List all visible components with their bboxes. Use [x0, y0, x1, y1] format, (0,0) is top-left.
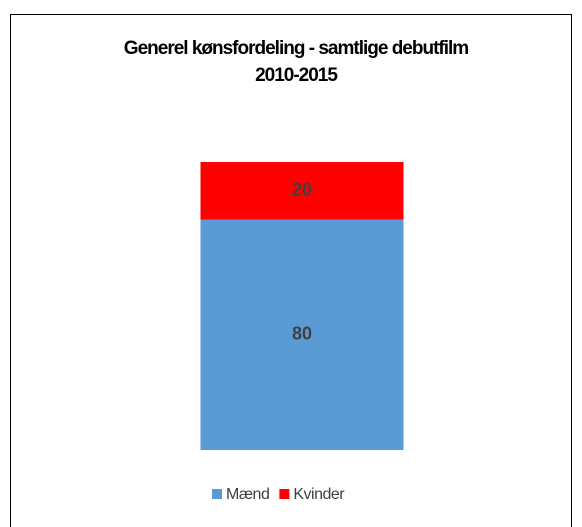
legend-label: Mænd	[226, 486, 269, 503]
data-label: 20	[292, 180, 312, 200]
data-label: 80	[292, 324, 312, 344]
bar-segment	[200, 219, 404, 450]
legend-swatch	[212, 489, 222, 499]
chart-title: 2010-2015	[255, 65, 338, 86]
chart-title: Generel kønsfordeling - samtlige debutfi…	[124, 38, 468, 59]
bar-segment	[200, 162, 404, 220]
legend-swatch	[279, 489, 290, 499]
legend-label: Kvinder	[293, 486, 345, 503]
